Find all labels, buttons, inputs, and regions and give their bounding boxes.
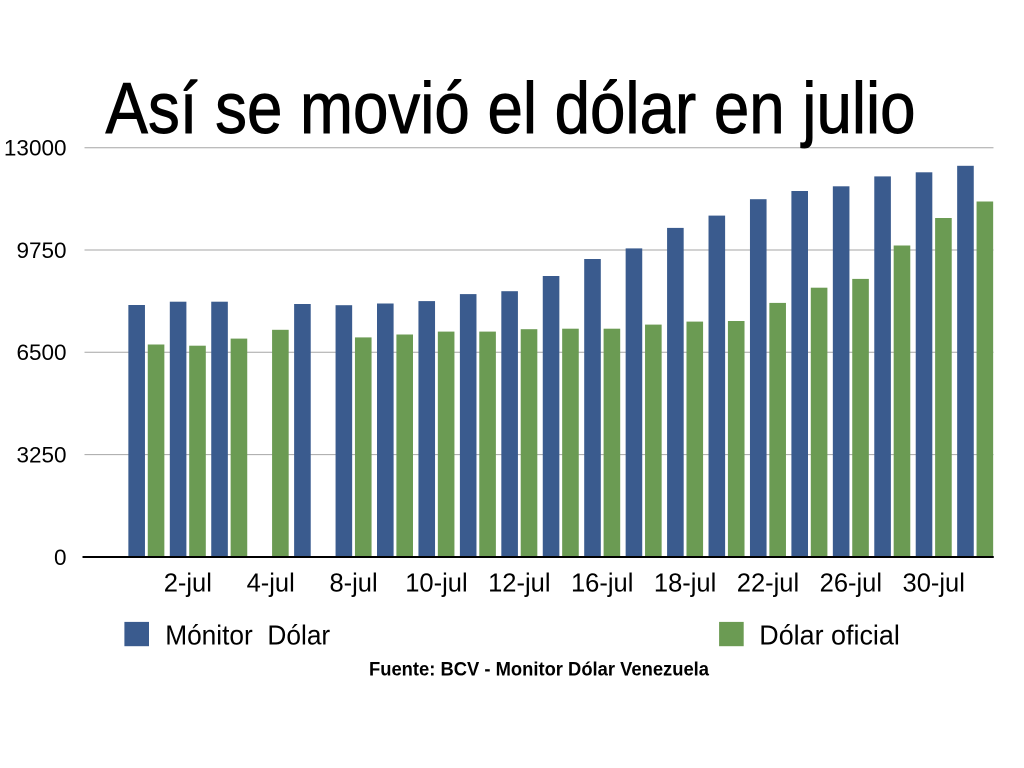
svg-text:Así se movió el dólar en julio: Así se movió el dólar en julio bbox=[106, 69, 916, 149]
svg-text:30-jul: 30-jul bbox=[903, 569, 965, 597]
svg-text:Dólar oficial: Dólar oficial bbox=[759, 620, 900, 651]
svg-text:10-jul: 10-jul bbox=[405, 569, 467, 597]
svg-text:12-jul: 12-jul bbox=[488, 569, 550, 597]
svg-text:22-jul: 22-jul bbox=[737, 569, 799, 597]
svg-text:16-jul: 16-jul bbox=[571, 569, 633, 597]
svg-text:13000: 13000 bbox=[4, 136, 67, 161]
svg-text:18-jul: 18-jul bbox=[654, 569, 716, 597]
svg-text:Mónitor Dólar: Mónitor Dólar bbox=[165, 620, 330, 651]
svg-text:26-jul: 26-jul bbox=[820, 569, 882, 597]
svg-text:6500: 6500 bbox=[16, 340, 66, 365]
svg-text:2-jul: 2-jul bbox=[164, 569, 212, 597]
svg-text:Fuente: BCV - Monitor Dólar Ve: Fuente: BCV - Monitor Dólar Venezuela bbox=[369, 658, 709, 680]
svg-text:3250: 3250 bbox=[16, 443, 66, 468]
svg-text:8-jul: 8-jul bbox=[329, 569, 377, 597]
svg-text:9750: 9750 bbox=[16, 238, 66, 263]
svg-text:0: 0 bbox=[54, 545, 67, 570]
svg-text:4-jul: 4-jul bbox=[247, 569, 295, 597]
